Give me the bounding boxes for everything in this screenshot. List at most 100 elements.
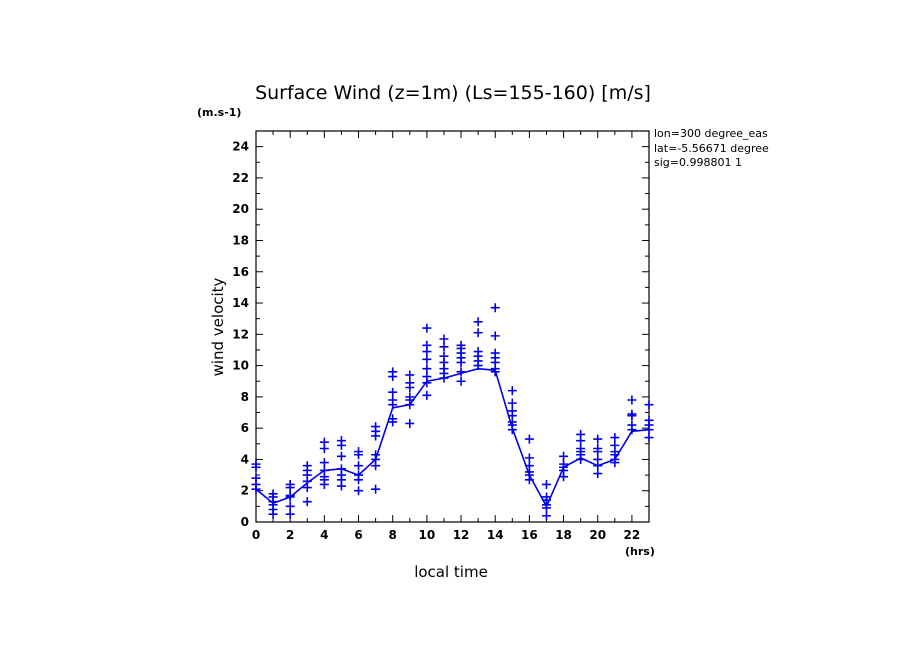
scatter-point [524, 453, 534, 463]
scatter-point [559, 472, 569, 482]
scatter-point [610, 458, 620, 468]
chart-title: Surface Wind (z=1m) (Ls=155-160) [m/s] [255, 82, 651, 104]
scatter-point [524, 475, 534, 485]
scatter-point [593, 434, 603, 444]
scatter-point [439, 334, 449, 344]
scatter-point [405, 370, 415, 380]
y-tick-label: 10 [232, 359, 249, 373]
scatter-point [371, 484, 381, 494]
scatter-point [473, 328, 483, 338]
annotation-lat: lat=-5.56671 degree [654, 142, 769, 155]
scatter-point [319, 479, 329, 489]
y-tick-label: 0 [241, 515, 249, 529]
x-tick-label: 10 [419, 528, 436, 542]
x-tick-label: 14 [487, 528, 504, 542]
scatter-point [490, 303, 500, 313]
y-axis-unit: (m.s-1) [197, 106, 241, 119]
x-tick-label: 12 [453, 528, 470, 542]
x-axis-label: local time [414, 563, 488, 581]
scatter-point [644, 400, 654, 410]
scatter-point [644, 433, 654, 443]
scatter-point [388, 372, 398, 382]
y-tick-label: 24 [232, 140, 249, 154]
scatter-point [473, 361, 483, 371]
x-tick-label: 6 [354, 528, 362, 542]
scatter-point [388, 387, 398, 397]
scatter-point [524, 434, 534, 444]
scatter-point [644, 425, 654, 435]
y-tick-label: 12 [232, 327, 249, 341]
scatter-point [593, 447, 603, 457]
x-tick-label: 18 [555, 528, 572, 542]
scatter-point [388, 417, 398, 427]
scatter-point [541, 479, 551, 489]
scatter-point [490, 331, 500, 341]
x-tick-label: 16 [521, 528, 538, 542]
scatter-point [507, 398, 517, 408]
scatter-point [285, 492, 295, 502]
scatter-point [576, 454, 586, 464]
scatter-point [422, 354, 432, 364]
x-tick-label: 22 [624, 528, 641, 542]
scatter-point [405, 382, 415, 392]
y-tick-label: 16 [232, 265, 249, 279]
y-tick-label: 4 [241, 452, 249, 466]
y-tick-label: 22 [232, 171, 249, 185]
scatter-point [507, 386, 517, 396]
scatter-point [490, 367, 500, 377]
scatter-point [285, 501, 295, 511]
y-tick-label: 8 [241, 390, 249, 404]
annotation-lon: lon=300 degree_eas [654, 127, 768, 140]
scatter-point [610, 433, 620, 443]
scatter-point [354, 450, 364, 460]
x-axis-ticks: 0 2 4 6 8 10 12 14 16 18 20 22 [252, 131, 650, 542]
scatter-point [593, 469, 603, 479]
scatter-point [354, 486, 364, 496]
scatter-point [422, 347, 432, 357]
mean-wind-line [255, 367, 650, 509]
scatter-point [541, 511, 551, 521]
scatter-point [336, 481, 346, 491]
x-tick-label: 2 [286, 528, 294, 542]
x-tick-label: 8 [389, 528, 397, 542]
data-series [251, 303, 654, 521]
scatter-point [627, 395, 637, 405]
y-tick-label: 2 [241, 484, 249, 498]
scatter-point [627, 411, 637, 421]
scatter-point [627, 425, 637, 435]
scatter-point [422, 323, 432, 333]
y-tick-label: 6 [241, 421, 249, 435]
scatter-point [354, 461, 364, 471]
scatter-point [593, 461, 603, 471]
scatter-point [319, 443, 329, 453]
scatter-point [576, 436, 586, 446]
x-axis-unit: (hrs) [625, 545, 655, 558]
annotation-sig: sig=0.998801 1 [654, 156, 742, 169]
scatter-point [456, 376, 466, 386]
scatter-point [507, 425, 517, 435]
y-tick-label: 14 [232, 296, 249, 310]
x-tick-label: 4 [320, 528, 328, 542]
scatter-point [285, 483, 295, 493]
y-tick-label: 18 [232, 233, 249, 247]
scatter-point [371, 431, 381, 441]
x-tick-label: 20 [589, 528, 606, 542]
scatter-point [422, 390, 432, 400]
scatter-point [456, 357, 466, 367]
scatter-point [422, 378, 432, 388]
scatter-point [371, 461, 381, 471]
scatter-point [439, 373, 449, 383]
scatter-point [473, 317, 483, 327]
scatter-point [354, 475, 364, 485]
plot-frame [255, 130, 650, 523]
scatter-point [336, 451, 346, 461]
scatter-point [319, 458, 329, 468]
scatter-point [268, 509, 278, 519]
y-axis-label: wind velocity [209, 277, 227, 376]
scatter-point [405, 418, 415, 428]
scatter-point [456, 367, 466, 377]
scatter-point [251, 462, 261, 472]
scatter-point [405, 400, 415, 410]
